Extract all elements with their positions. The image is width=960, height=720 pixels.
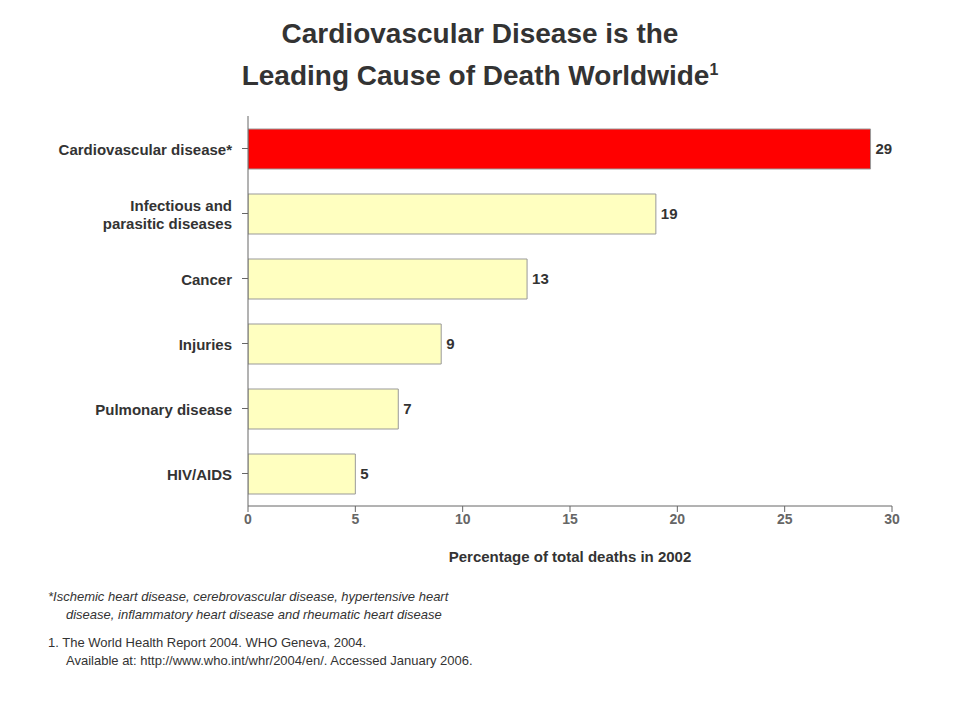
svg-text:Cardiovascular disease*: Cardiovascular disease* — [59, 140, 233, 157]
svg-text:Injuries: Injuries — [179, 335, 232, 352]
svg-text:0: 0 — [244, 511, 252, 527]
svg-text:Cancer: Cancer — [181, 270, 232, 287]
svg-text:25: 25 — [777, 511, 793, 527]
svg-text:20: 20 — [670, 511, 686, 527]
svg-text:19: 19 — [661, 206, 678, 223]
svg-text:13: 13 — [532, 271, 549, 288]
svg-text:29: 29 — [876, 141, 893, 158]
html-text:*Ischemic heart disease, cereb: *Ischemic heart disease, cerebrovascular… — [48, 589, 449, 605]
svg-text:9: 9 — [446, 336, 454, 353]
svg-text:30: 30 — [884, 511, 900, 527]
svg-text:5: 5 — [360, 466, 368, 483]
html-text:disease, inflammatory heart di: disease, inflammatory heart disease and … — [66, 607, 442, 623]
svg-text:Percentage of total deaths in: Percentage of total deaths in 2002 — [449, 548, 692, 565]
html-text:1. The World Health Report 200: 1. The World Health Report 2004. WHO Gen… — [48, 635, 367, 651]
svg-text:HIV/AIDS: HIV/AIDS — [167, 465, 232, 482]
svg-text:7: 7 — [403, 401, 411, 418]
svg-text:Pulmonary disease: Pulmonary disease — [95, 400, 232, 417]
html-text:Available at: http://www.who.i: Available at: http://www.who.int/whr/200… — [66, 653, 473, 669]
svg-text:Infectious andparasitic diseas: Infectious andparasitic diseases — [103, 196, 232, 231]
svg-text:5: 5 — [351, 511, 359, 527]
html-text:Cardiovascular Disease is the: Cardiovascular Disease is the — [281, 18, 679, 49]
svg-text:15: 15 — [562, 511, 578, 527]
svg-text:10: 10 — [455, 511, 471, 527]
html-text:Leading Cause of Death Worldwi: Leading Cause of Death Worldwide1 — [241, 60, 719, 92]
